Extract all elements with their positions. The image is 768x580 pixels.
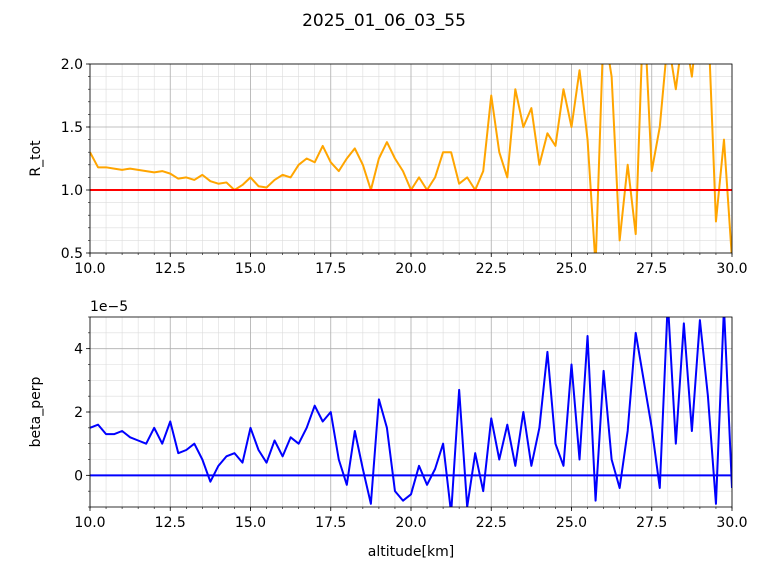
y-tick-label: 4 — [74, 342, 83, 358]
y-tick-label: 2.0 — [61, 57, 83, 73]
x-tick-label: 27.5 — [636, 261, 667, 277]
panel: 10.0 12.5 15.0 17.5 20.0 22.5 25.0 27.5 30.0 0.5 1… — [28, 57, 748, 277]
panel: 10.0 12.5 15.0 17.5 20.0 22.5 25.0 27.5 30.0 0 2 4 b… — [28, 299, 748, 560]
x-tick-label: 17.5 — [315, 515, 346, 531]
figure-title: 2025_01_06_03_55 — [302, 11, 466, 31]
x-tick-label: 12.5 — [155, 515, 186, 531]
y-axis-label: beta_perp — [28, 377, 44, 448]
x-tick-label: 12.5 — [155, 261, 186, 277]
y-axis-label: R_tot — [28, 140, 44, 177]
x-tick-label: 22.5 — [476, 261, 507, 277]
x-tick-label: 15.0 — [235, 261, 266, 277]
plot-area — [90, 317, 732, 507]
y-tick-label: 1.5 — [61, 120, 83, 136]
x-tick-label: 30.0 — [716, 515, 747, 531]
axes-frame — [89, 316, 733, 508]
x-tick-label: 27.5 — [636, 515, 667, 531]
x-tick-label: 25.0 — [556, 515, 587, 531]
x-tick-label: 22.5 — [476, 515, 507, 531]
y-offset-label: 1e−5 — [90, 299, 128, 315]
y-tick-label: 2 — [74, 405, 83, 421]
x-tick-label: 10.0 — [74, 515, 105, 531]
x-tick-label: 17.5 — [315, 261, 346, 277]
x-tick-label: 15.0 — [235, 515, 266, 531]
axes-frame — [89, 63, 733, 254]
x-axis-label: altitude[km] — [368, 544, 454, 560]
x-tick-label: 10.0 — [74, 261, 105, 277]
plot-area — [90, 64, 732, 253]
x-tick-label: 20.0 — [395, 261, 426, 277]
y-tick-label: 0 — [74, 468, 83, 484]
x-tick-label: 30.0 — [716, 261, 747, 277]
y-tick-label: 0.5 — [61, 246, 83, 262]
x-tick-label: 25.0 — [556, 261, 587, 277]
x-tick-label: 20.0 — [395, 515, 426, 531]
y-tick-label: 1.0 — [61, 183, 83, 199]
data-line — [90, 317, 732, 507]
